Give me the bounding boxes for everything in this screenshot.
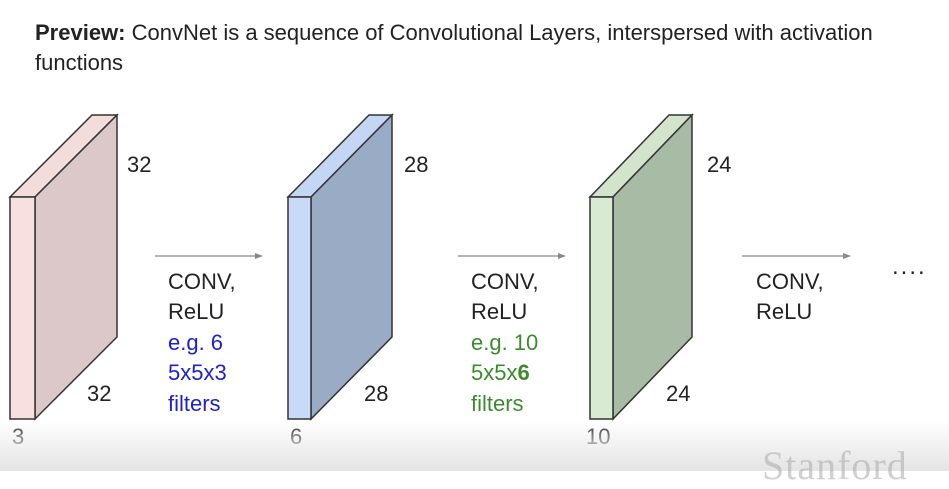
- step1-example-line2-a: 5x5x3: [168, 360, 227, 385]
- footer-band: [0, 420, 949, 471]
- arrow-1-head: [255, 253, 263, 259]
- step1-example-line2: 5x5x3: [168, 358, 227, 388]
- volume-input: [8, 113, 119, 421]
- input-width-label: 32: [87, 381, 112, 406]
- arrow-2: [458, 253, 566, 259]
- heading: Preview: ConvNet is a sequence of Convol…: [35, 18, 915, 78]
- heading-bold: Preview:: [35, 20, 126, 45]
- conv1-height-label: 28: [404, 152, 429, 177]
- arrow-3-head: [843, 253, 851, 259]
- step1-op-line1: CONV,: [168, 269, 236, 294]
- arrow-3: [742, 253, 851, 259]
- watermark: Stanford: [762, 443, 908, 488]
- conv2-height-label: 24: [707, 152, 732, 177]
- arrow-2-head: [558, 253, 566, 259]
- step2-example-line1: e.g. 10: [471, 330, 539, 355]
- step2-example-line3: filters: [471, 391, 524, 416]
- volume-conv1-front: [287, 196, 312, 420]
- step1-example-line3: filters: [168, 391, 221, 416]
- volume-conv1: [286, 113, 394, 421]
- step3-op-line1: CONV,: [756, 269, 824, 294]
- convnet-diagram: Preview: ConvNet is a sequence of Convol…: [0, 18, 949, 488]
- volume-input-front: [9, 196, 36, 420]
- step2-example-line2-b: 6: [517, 360, 530, 385]
- step3-op-line2: ReLU: [756, 299, 813, 324]
- step2-op-line1: CONV,: [471, 269, 539, 294]
- step2-example-line2: 5x5x6: [471, 358, 530, 388]
- heading-text: ConvNet is a sequence of Convolutional L…: [35, 20, 873, 75]
- conv1-width-label: 28: [364, 381, 389, 406]
- input-height-label: 32: [127, 152, 152, 177]
- step1-op-line2: ReLU: [168, 299, 225, 324]
- step2-example-line2-a: 5x5x: [471, 360, 518, 385]
- arrow-1: [155, 253, 263, 259]
- continuation-ellipsis: ....: [892, 253, 927, 280]
- step1-example-line1: e.g. 6: [168, 330, 224, 355]
- diagram-svg: [8, 113, 851, 421]
- volume-conv2-front: [589, 196, 614, 420]
- conv2-width-label: 24: [666, 381, 691, 406]
- volume-conv2: [588, 113, 694, 421]
- step2-op-line2: ReLU: [471, 299, 528, 324]
